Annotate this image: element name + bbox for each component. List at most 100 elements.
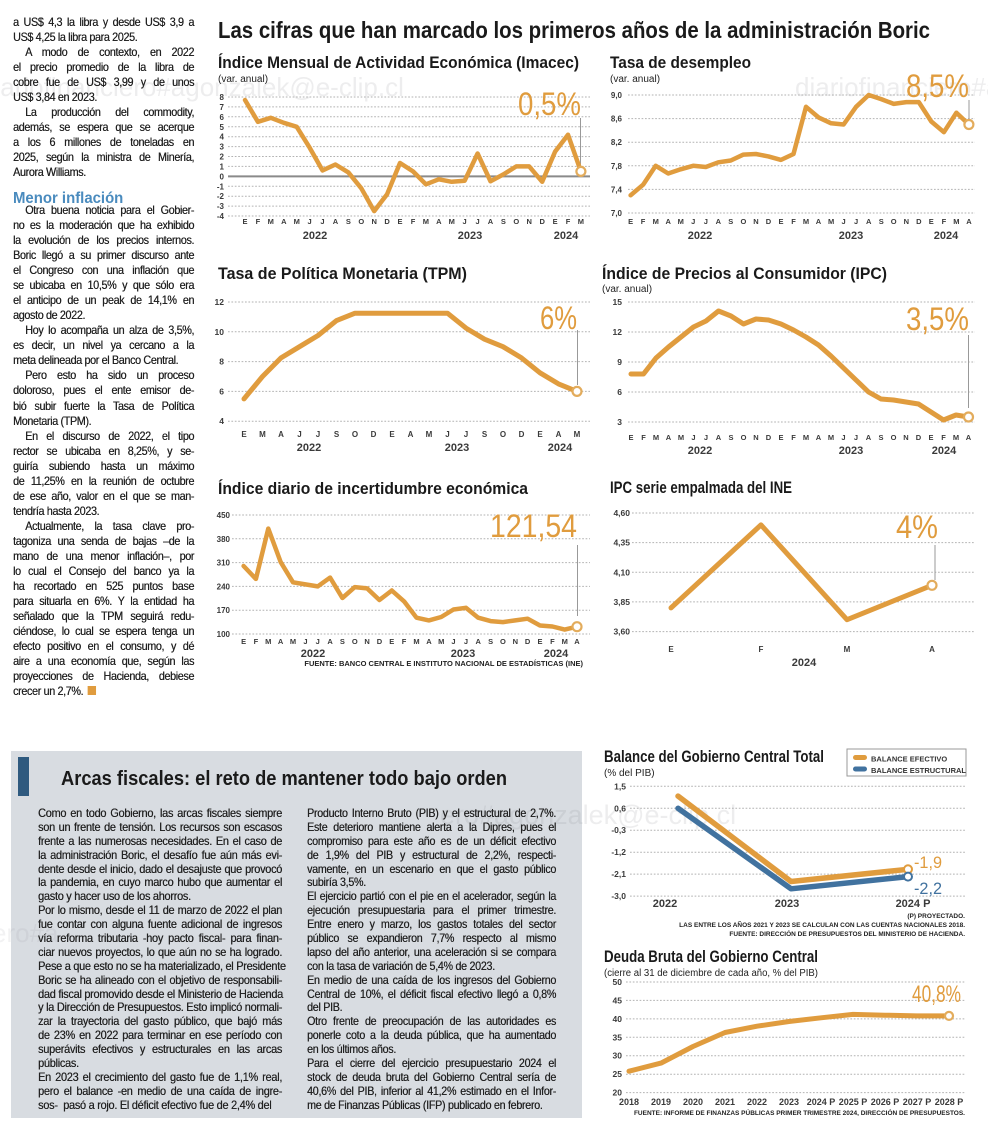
svg-text:450: 450 <box>217 511 231 520</box>
svg-text:6%: 6% <box>540 300 577 336</box>
svg-text:2024: 2024 <box>792 657 817 669</box>
svg-text:7: 7 <box>220 103 225 112</box>
svg-text:O: O <box>500 637 506 646</box>
svg-text:0: 0 <box>220 172 225 181</box>
svg-text:F: F <box>550 637 555 646</box>
svg-text:E: E <box>242 217 247 226</box>
svg-text:O: O <box>500 430 506 439</box>
svg-text:12: 12 <box>613 327 623 337</box>
svg-text:F: F <box>254 637 259 646</box>
svg-text:A: A <box>816 433 822 442</box>
svg-text:J: J <box>308 217 312 226</box>
svg-text:M: M <box>574 430 581 439</box>
svg-text:FUENTE: INFORME DE FINANZAS PÚ: FUENTE: INFORME DE FINANZAS PÚBLICAS PRI… <box>634 1108 965 1117</box>
svg-text:2026 P: 2026 P <box>871 1097 900 1107</box>
svg-text:E: E <box>389 430 395 439</box>
svg-text:J: J <box>463 217 467 226</box>
svg-text:Tasa de Política Monetaria (TP: Tasa de Política Monetaria (TPM) <box>218 264 467 283</box>
svg-text:S: S <box>501 217 506 226</box>
svg-text:8: 8 <box>220 93 225 102</box>
svg-text:(var. anual): (var. anual) <box>610 74 660 85</box>
svg-text:A: A <box>278 637 284 646</box>
svg-text:IPC serie empalmada del INE: IPC serie empalmada del INE <box>610 478 792 497</box>
svg-text:F: F <box>791 217 796 226</box>
svg-text:A: A <box>327 637 333 646</box>
svg-text:J: J <box>842 217 846 226</box>
svg-text:A: A <box>816 217 822 226</box>
svg-text:Deuda Bruta del Gobierno Centr: Deuda Bruta del Gobierno Central <box>604 947 818 966</box>
svg-text:E: E <box>537 430 543 439</box>
svg-text:2028 P: 2028 P <box>935 1097 964 1107</box>
svg-text:E: E <box>668 645 674 654</box>
svg-text:7,4: 7,4 <box>611 185 623 194</box>
svg-text:M: M <box>953 217 959 226</box>
svg-text:2020: 2020 <box>683 1097 703 1107</box>
svg-text:A: A <box>436 217 442 226</box>
svg-text:2022: 2022 <box>688 445 712 457</box>
svg-text:M: M <box>803 433 809 442</box>
svg-text:D: D <box>519 430 525 439</box>
svg-text:8,6: 8,6 <box>611 115 623 124</box>
svg-text:M: M <box>562 637 568 646</box>
svg-text:-2: -2 <box>217 192 225 201</box>
svg-text:A: A <box>665 217 671 226</box>
svg-text:0,5%: 0,5% <box>518 86 581 122</box>
svg-text:4%: 4% <box>896 509 938 545</box>
svg-text:2024: 2024 <box>548 442 573 454</box>
svg-text:J: J <box>854 433 858 442</box>
svg-text:-4: -4 <box>217 212 225 221</box>
svg-text:J: J <box>841 433 845 442</box>
svg-text:45: 45 <box>613 995 623 1005</box>
svg-text:Balance del Gobierno Central T: Balance del Gobierno Central Total <box>604 747 824 766</box>
svg-text:FUENTE: BANCO CENTRAL E INSTIT: FUENTE: BANCO CENTRAL E INSTITUTO NACION… <box>304 659 583 668</box>
svg-text:7,0: 7,0 <box>611 209 623 218</box>
svg-text:F: F <box>256 217 261 226</box>
svg-text:2023: 2023 <box>839 230 863 242</box>
svg-text:E: E <box>397 217 402 226</box>
svg-text:2024 P: 2024 P <box>896 898 931 910</box>
svg-text:D: D <box>766 433 772 442</box>
svg-text:1,5: 1,5 <box>614 781 626 791</box>
svg-text:2022: 2022 <box>297 442 321 454</box>
svg-text:M: M <box>259 430 266 439</box>
svg-text:A: A <box>333 217 339 226</box>
svg-text:6: 6 <box>220 113 225 122</box>
svg-text:E: E <box>778 433 783 442</box>
svg-text:A: A <box>488 217 494 226</box>
svg-text:O: O <box>352 637 358 646</box>
svg-text:3: 3 <box>617 417 622 427</box>
svg-text:35: 35 <box>613 1032 623 1042</box>
svg-text:9: 9 <box>617 357 622 367</box>
svg-text:8,5%: 8,5% <box>906 68 969 104</box>
svg-text:-2,2: -2,2 <box>914 879 942 898</box>
svg-text:380: 380 <box>217 535 231 544</box>
svg-text:6: 6 <box>219 386 224 396</box>
svg-text:F: F <box>942 217 947 226</box>
svg-text:J: J <box>476 217 480 226</box>
svg-text:310: 310 <box>217 559 231 568</box>
svg-text:30: 30 <box>613 1051 623 1061</box>
svg-text:D: D <box>377 637 383 646</box>
svg-text:(% del PIB): (% del PIB) <box>604 768 655 779</box>
svg-text:D: D <box>384 217 390 226</box>
svg-text:A: A <box>966 433 972 442</box>
svg-text:F: F <box>566 217 571 226</box>
svg-text:-0,3: -0,3 <box>611 825 626 835</box>
svg-text:2: 2 <box>220 153 225 162</box>
svg-text:M: M <box>268 217 274 226</box>
svg-text:E: E <box>928 433 933 442</box>
svg-text:O: O <box>891 433 897 442</box>
svg-text:J: J <box>704 217 708 226</box>
svg-text:A: A <box>716 433 722 442</box>
svg-text:Las cifras que han marcado los: Las cifras que han marcado los primeros … <box>218 17 930 43</box>
svg-text:O: O <box>741 433 747 442</box>
svg-text:Índice diario de incertidumbre: Índice diario de incertidumbre económica <box>218 479 528 498</box>
svg-text:M: M <box>653 217 659 226</box>
svg-text:3,85: 3,85 <box>613 597 630 607</box>
svg-text:7,8: 7,8 <box>611 162 623 171</box>
svg-text:M: M <box>265 637 271 646</box>
svg-text:M: M <box>413 637 419 646</box>
svg-text:E: E <box>553 217 558 226</box>
svg-text:2019: 2019 <box>651 1097 671 1107</box>
svg-text:M: M <box>438 637 444 646</box>
